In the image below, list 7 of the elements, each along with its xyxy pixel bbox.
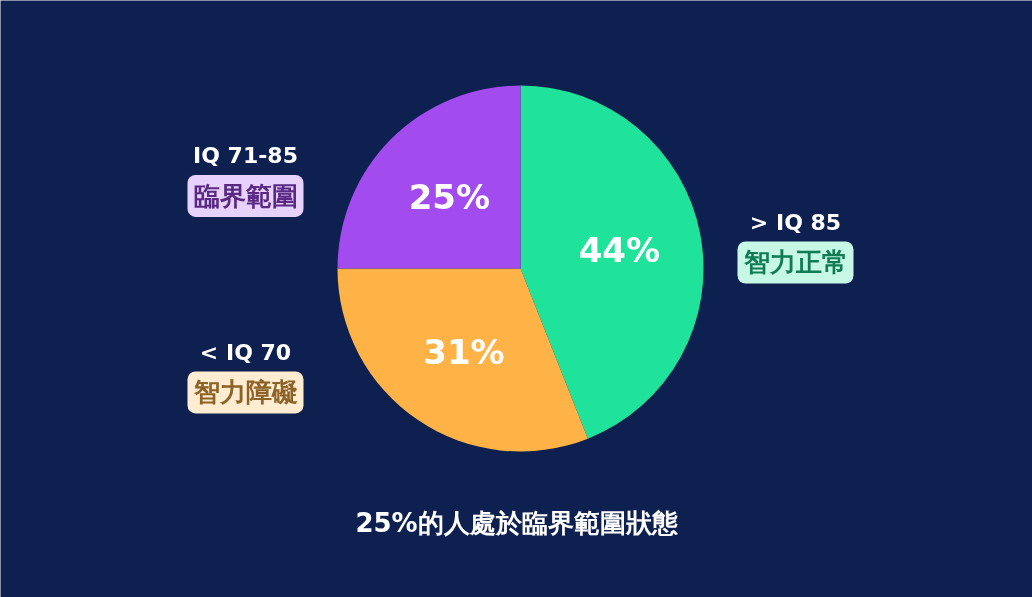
- data-label: 44%: [578, 229, 661, 270]
- slice-label: > IQ 85 智力正常: [742, 210, 848, 278]
- data-label: 25%: [408, 177, 491, 218]
- slice-label: IQ 71-85 臨界範圍: [193, 143, 298, 211]
- text: 25%的人處於臨界範圍狀態: [355, 507, 679, 538]
- slice-label: < IQ 70 智力障礙: [192, 339, 298, 408]
- data-label: 31%: [423, 331, 505, 372]
